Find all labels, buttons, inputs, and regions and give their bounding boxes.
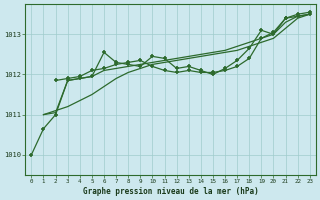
X-axis label: Graphe pression niveau de la mer (hPa): Graphe pression niveau de la mer (hPa)	[83, 187, 259, 196]
